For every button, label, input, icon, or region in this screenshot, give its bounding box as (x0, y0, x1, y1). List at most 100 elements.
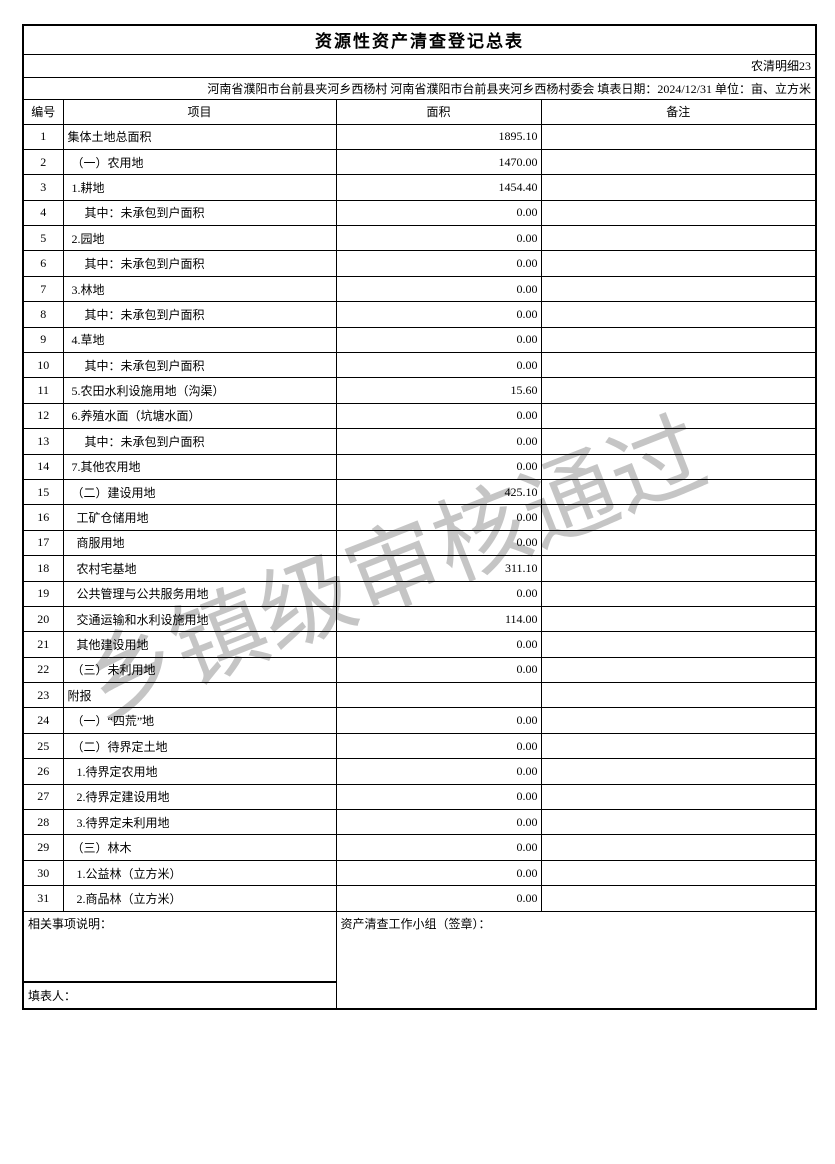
notes-label: 相关事项说明： (22, 910, 337, 984)
table-row: 30 1.公益林（立方米） 0.00 (22, 859, 817, 887)
column-header-area: 面积 (335, 98, 542, 125)
row-number: 20 (22, 605, 64, 633)
row-note (540, 174, 817, 201)
row-area: 1454.40 (335, 174, 542, 201)
table-row: 20 交通运输和水利设施用地 114.00 (22, 605, 817, 633)
row-item: 其中：未承包到户面积 (62, 199, 337, 227)
row-item: 集体土地总面积 (62, 123, 337, 150)
row-item: 商服用地 (62, 529, 337, 557)
row-area: 114.00 (335, 605, 542, 633)
table-row: 7 3.林地 0.00 (22, 275, 817, 303)
row-area: 0.00 (335, 453, 542, 480)
row-area: 0.00 (335, 428, 542, 455)
info-row: 河南省濮阳市台前县夹河乡西杨村 河南省濮阳市台前县夹河乡西杨村委会 填表日期：2… (22, 76, 817, 100)
row-item: 公共管理与公共服务用地 (62, 580, 337, 607)
column-header-item: 项目 (62, 98, 337, 125)
row-area: 0.00 (335, 758, 542, 785)
table-row: 8 其中：未承包到户面积 0.00 (22, 301, 817, 328)
row-area (335, 682, 542, 709)
row-note (540, 326, 817, 354)
row-note (540, 580, 817, 607)
row-item: 1.待界定农用地 (62, 758, 337, 785)
preparer-label: 填表人： (22, 981, 337, 1010)
row-area: 0.00 (335, 529, 542, 557)
row-area: 0.00 (335, 631, 542, 658)
row-area: 425.10 (335, 478, 542, 506)
row-number: 31 (22, 885, 64, 912)
row-item: 2.园地 (62, 225, 337, 252)
row-number: 19 (22, 580, 64, 607)
row-number: 1 (22, 123, 64, 150)
row-area: 0.00 (335, 326, 542, 354)
row-number: 15 (22, 478, 64, 506)
row-note (540, 301, 817, 328)
table-row: 26 1.待界定农用地 0.00 (22, 758, 817, 785)
row-note (540, 148, 817, 176)
row-note (540, 707, 817, 734)
row-note (540, 377, 817, 404)
row-note (540, 555, 817, 582)
row-note (540, 732, 817, 760)
table-row: 15 （二）建设用地 425.10 (22, 478, 817, 506)
row-number: 9 (22, 326, 64, 354)
row-area: 15.60 (335, 377, 542, 404)
row-item: （二）待界定土地 (62, 732, 337, 760)
row-area: 0.00 (335, 199, 542, 227)
row-area: 0.00 (335, 859, 542, 887)
row-number: 16 (22, 504, 64, 531)
row-item: 6.养殖水面（坑塘水面） (62, 402, 337, 430)
row-area: 0.00 (335, 656, 542, 684)
row-number: 27 (22, 783, 64, 811)
row-area: 0.00 (335, 834, 542, 861)
row-item: （三）林木 (62, 834, 337, 861)
row-number: 7 (22, 275, 64, 303)
footer-preparer-row: 填表人： (22, 981, 816, 1010)
table-row: 18 农村宅基地 311.10 (22, 555, 817, 582)
row-item: 工矿仓储用地 (62, 504, 337, 531)
doc-table-body: 资源性资产清查登记总表 农清明细23 河南省濮阳市台前县夹河乡西杨村 河南省濮阳… (22, 24, 817, 1010)
row-note (540, 682, 817, 709)
table-row: 27 2.待界定建设用地 0.00 (22, 783, 817, 811)
table-row: 22 （三）未利用地 0.00 (22, 656, 817, 684)
row-area: 0.00 (335, 301, 542, 328)
row-note (540, 225, 817, 252)
row-area: 1470.00 (335, 148, 542, 176)
row-number: 21 (22, 631, 64, 658)
row-note (540, 504, 817, 531)
form-info-line: 河南省濮阳市台前县夹河乡西杨村 河南省濮阳市台前县夹河乡西杨村委会 填表日期：2… (22, 76, 817, 100)
row-number: 29 (22, 834, 64, 861)
row-note (540, 631, 817, 658)
row-note (540, 123, 817, 150)
row-number: 26 (22, 758, 64, 785)
table-row: 14 7.其他农用地 0.00 (22, 453, 817, 480)
row-note (540, 199, 817, 227)
header-row: 编号 项目 面积 备注 (22, 98, 817, 125)
row-area: 0.00 (335, 783, 542, 811)
row-item: 5.农田水利设施用地（沟渠） (62, 377, 337, 404)
row-item: （三）未利用地 (62, 656, 337, 684)
row-item: （一）“四荒”地 (62, 707, 337, 734)
row-note (540, 656, 817, 684)
row-note (540, 478, 817, 506)
row-note (540, 605, 817, 633)
row-item: 2.待界定建设用地 (62, 783, 337, 811)
row-item: 其中：未承包到户面积 (62, 352, 337, 379)
table-row: 2 （一）农用地 1470.00 (22, 148, 817, 176)
row-item: 7.其他农用地 (62, 453, 337, 480)
column-header-note: 备注 (540, 98, 817, 125)
row-number: 6 (22, 250, 64, 277)
row-number: 2 (22, 148, 64, 176)
row-number: 4 (22, 199, 64, 227)
row-note (540, 453, 817, 480)
table-row: 3 1.耕地 1454.40 (22, 174, 817, 201)
row-number: 24 (22, 707, 64, 734)
row-area: 0.00 (335, 580, 542, 607)
row-item: （一）农用地 (62, 148, 337, 176)
row-area: 0.00 (335, 275, 542, 303)
row-note (540, 275, 817, 303)
row-note (540, 783, 817, 811)
form-code: 农清明细23 (22, 53, 817, 78)
row-number: 25 (22, 732, 64, 760)
row-item: 2.商品林（立方米） (62, 885, 337, 912)
form-code-row: 农清明细23 (22, 53, 817, 78)
